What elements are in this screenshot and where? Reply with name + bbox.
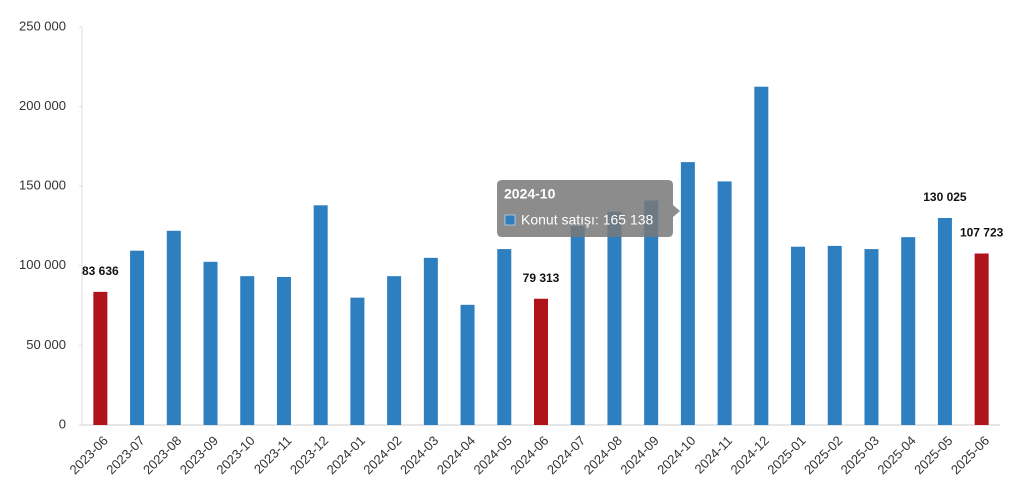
bar: [974, 253, 989, 425]
bar: [937, 218, 952, 425]
tooltip-swatch: [504, 214, 516, 226]
bar: [203, 261, 218, 425]
bar: [827, 245, 842, 425]
bar: [680, 162, 695, 425]
x-tick-label: 2024-05: [470, 433, 514, 477]
x-tick-label: 2025-04: [874, 433, 918, 477]
value-label: 107 723: [960, 226, 1004, 240]
bar: [644, 200, 659, 425]
bar: [93, 291, 108, 425]
bar: [313, 205, 328, 425]
bar: [350, 297, 365, 425]
x-tick-label: 2024-10: [654, 433, 698, 477]
tooltip-text: Konut satışı: 165 138: [521, 212, 654, 228]
x-tick-label: 2023-08: [140, 433, 184, 477]
x-tick-label: 2024-06: [507, 433, 551, 477]
x-tick-label: 2023-07: [103, 433, 147, 477]
x-tick-label: 2023-10: [213, 433, 257, 477]
x-tick-label: 2024-11: [691, 433, 735, 477]
x-tick-label: 2024-08: [581, 433, 625, 477]
tooltip-title: 2024-10: [504, 186, 556, 202]
x-tick-label: 2024-12: [728, 433, 772, 477]
x-tick-label: 2023-12: [287, 433, 331, 477]
y-tick-label: 100 000: [19, 257, 66, 272]
y-tick-label: 200 000: [19, 98, 66, 113]
bar: [534, 298, 548, 425]
x-tick-label: 2025-02: [801, 433, 845, 477]
bar: [717, 181, 732, 425]
x-tick-label: 2025-01: [764, 433, 808, 477]
bar: [497, 249, 512, 425]
x-tick-label: 2024-03: [397, 433, 441, 477]
bar: [754, 86, 769, 425]
x-tick-label: 2024-04: [434, 433, 478, 477]
bar: [423, 257, 438, 425]
x-tick-label: 2023-06: [67, 433, 111, 477]
bar: [387, 276, 402, 425]
tooltip: 2024-10 Konut satışı: 165 138: [497, 180, 680, 237]
x-tick-label: 2024-02: [360, 433, 404, 477]
x-tick-label: 2023-11: [251, 433, 295, 477]
y-tick-label: 250 000: [19, 18, 66, 33]
x-tick-label: 2024-09: [617, 433, 661, 477]
value-label: 79 313: [523, 271, 560, 285]
value-label: 83 636: [82, 264, 119, 278]
bar: [607, 211, 622, 425]
x-tick-label: 2025-03: [838, 433, 882, 477]
bar: [240, 276, 255, 425]
x-tick-label: 2024-01: [324, 433, 368, 477]
bar: [570, 226, 585, 425]
y-tick-label: 0: [59, 416, 66, 431]
x-tick-label: 2024-07: [544, 433, 588, 477]
x-tick-label: 2025-06: [948, 433, 992, 477]
value-label: 130 025: [923, 190, 967, 204]
y-tick-label: 150 000: [19, 178, 66, 193]
x-tick-label: 2025-05: [911, 433, 955, 477]
bar: [864, 249, 879, 425]
y-tick-label: 50 000: [26, 337, 66, 352]
bar: [791, 246, 806, 425]
tooltip-box: [497, 180, 680, 237]
bar: [901, 237, 916, 425]
bar: [166, 230, 181, 425]
x-tick-label: 2023-09: [177, 433, 221, 477]
bar: [130, 250, 145, 425]
bar: [276, 276, 291, 425]
bar: [460, 304, 475, 425]
